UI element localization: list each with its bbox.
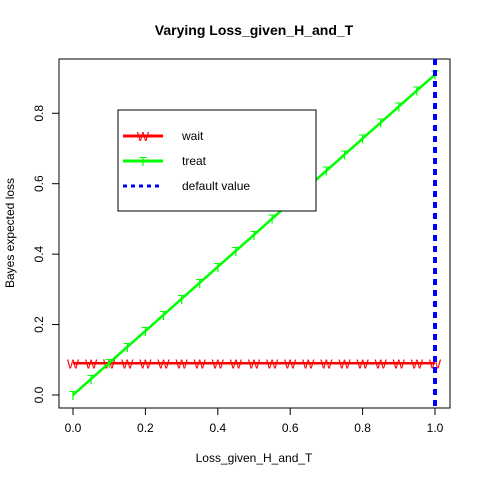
data-point-wait: W: [338, 356, 351, 371]
data-point-treat: T: [322, 164, 330, 179]
data-point-treat: T: [341, 148, 349, 163]
x-tick-label: 0.6: [282, 421, 299, 435]
data-point-treat: T: [214, 260, 222, 275]
data-point-wait: W: [393, 356, 406, 371]
data-point-treat: T: [268, 212, 276, 227]
chart-title: Varying Loss_given_H_and_T: [155, 22, 354, 38]
data-point-treat: T: [105, 356, 113, 371]
data-point-wait: W: [375, 356, 388, 371]
data-point-treat: T: [359, 132, 367, 147]
x-axis-label: Loss_given_H_and_T: [196, 451, 313, 465]
legend-label-wait: wait: [181, 129, 204, 143]
legend-marker-wait: W: [137, 129, 150, 144]
y-tick-label: 0.4: [32, 245, 46, 262]
data-point-treat: T: [395, 100, 403, 115]
legend: W wait T treat default value: [117, 109, 317, 212]
legend-label-treat: treat: [182, 154, 207, 168]
data-point-treat: T: [160, 308, 168, 323]
data-point-wait: W: [212, 356, 225, 371]
data-point-treat: T: [250, 228, 258, 243]
data-point-treat: T: [87, 372, 95, 387]
data-point-treat: T: [178, 292, 186, 307]
data-point-wait: W: [356, 356, 369, 371]
y-axis: 0.0 0.2 0.4 0.6 0.8: [32, 105, 60, 403]
legend-marker-treat: T: [139, 154, 147, 169]
data-point-treat: T: [141, 324, 149, 339]
y-axis-label: Bayes expected loss: [3, 178, 17, 288]
data-point-wait: W: [67, 356, 80, 371]
data-point-wait: W: [230, 356, 243, 371]
y-tick-label: 0.0: [32, 386, 46, 403]
y-tick-label: 0.6: [32, 175, 46, 192]
data-point-treat: T: [123, 340, 131, 355]
data-point-wait: W: [248, 356, 261, 371]
y-tick-label: 0.2: [32, 316, 46, 333]
x-tick-label: 0.2: [137, 421, 154, 435]
data-point-wait: W: [194, 356, 207, 371]
series-line-treat: [72, 73, 436, 396]
x-tick-label: 1.0: [427, 421, 444, 435]
data-point-treat: T: [377, 116, 385, 131]
data-point-treat: T: [413, 84, 421, 99]
data-point-treat: T: [232, 244, 240, 259]
data-point-wait: W: [284, 356, 297, 371]
y-tick-label: 0.8: [32, 105, 46, 122]
data-point-wait: W: [429, 356, 442, 371]
data-point-wait: W: [157, 356, 170, 371]
data-point-wait: W: [121, 356, 134, 371]
x-axis: 0.0 0.2 0.4 0.6 0.8 1.0: [65, 407, 444, 435]
data-point-wait: W: [411, 356, 424, 371]
data-point-wait: W: [266, 356, 279, 371]
data-point-wait: W: [175, 356, 188, 371]
data-point-wait: W: [320, 356, 333, 371]
legend-label-default-value: default value: [182, 179, 250, 193]
data-point-wait: W: [302, 356, 315, 371]
data-point-treat: T: [69, 388, 77, 403]
data-point-wait: W: [139, 356, 152, 371]
x-tick-label: 0.8: [354, 421, 371, 435]
data-point-treat: T: [196, 276, 204, 291]
x-tick-label: 0.0: [65, 421, 82, 435]
data-point-wait: W: [85, 356, 98, 371]
x-tick-label: 0.4: [209, 421, 226, 435]
